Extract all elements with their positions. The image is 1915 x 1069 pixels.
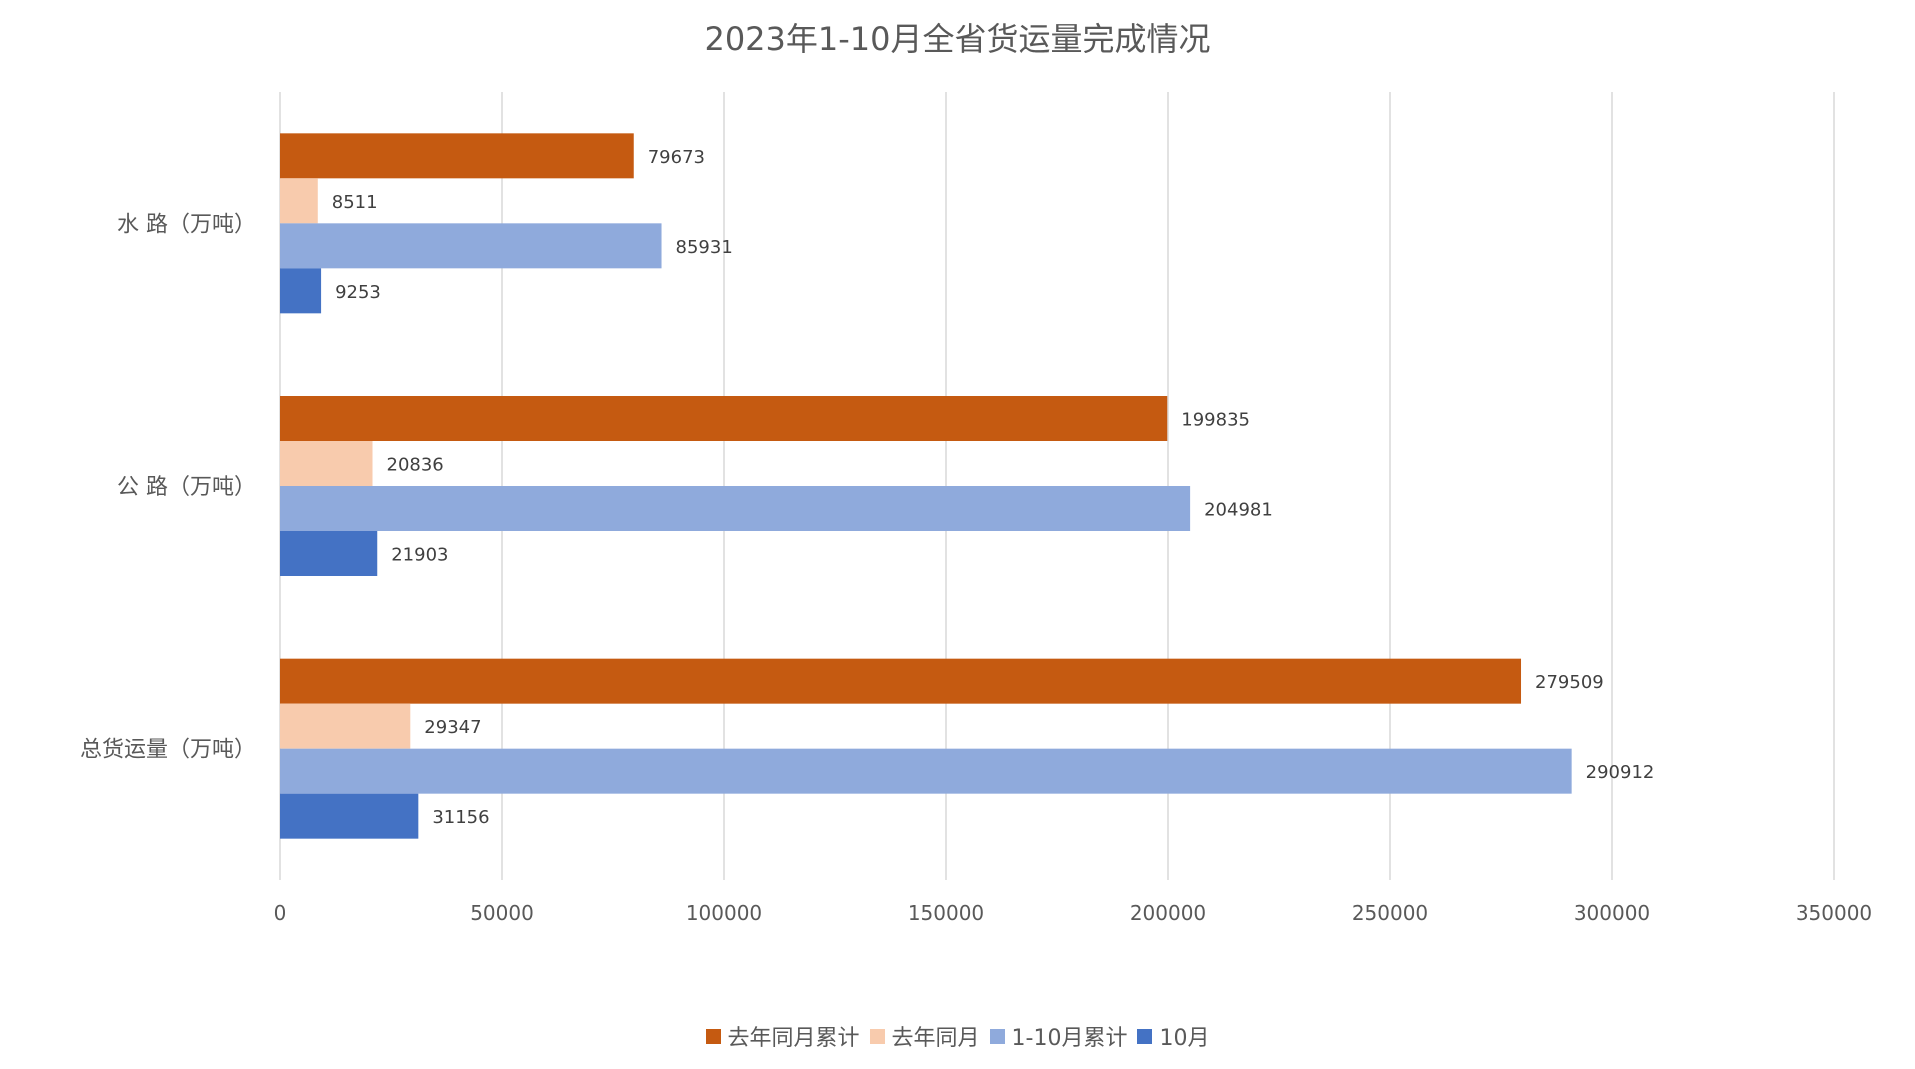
- legend-item: 1-10月累计: [989, 1020, 1128, 1052]
- data-label: 21903: [391, 545, 448, 566]
- x-tick-label: 300000: [1574, 901, 1650, 925]
- data-label: 8511: [332, 192, 378, 213]
- category-label: 水 路（万吨）: [117, 212, 256, 237]
- bars: [280, 133, 1572, 839]
- bar: [280, 486, 1191, 531]
- bar: [280, 531, 378, 576]
- chart-title: 2023年1-10月全省货运量完成情况: [704, 20, 1211, 58]
- data-label: 20836: [387, 455, 444, 476]
- data-label: 31156: [432, 807, 489, 828]
- data-label: 204981: [1204, 500, 1273, 521]
- x-tick-label: 150000: [908, 901, 984, 925]
- category-label: 公 路（万吨）: [117, 475, 256, 500]
- bar: [280, 223, 662, 269]
- bar: [280, 396, 1168, 441]
- legend-item: 去年同月累计: [705, 1020, 860, 1052]
- data-label: 85931: [676, 237, 733, 258]
- bar: [280, 748, 1572, 794]
- legend-swatch: [869, 1028, 885, 1044]
- legend-swatch: [705, 1028, 721, 1044]
- legend-item: 10月: [1137, 1020, 1209, 1052]
- data-label: 290912: [1586, 762, 1655, 783]
- x-tick-label: 200000: [1130, 901, 1206, 925]
- legend-swatch: [989, 1028, 1005, 1044]
- x-tick-label: 50000: [470, 901, 534, 925]
- x-tick-label: 250000: [1352, 901, 1428, 925]
- bar: [280, 133, 634, 179]
- bar: [280, 703, 411, 749]
- legend-swatch: [1137, 1028, 1153, 1044]
- bar: [280, 441, 373, 486]
- category-labels: 水 路（万吨） 公 路（万吨） 总货运量（万吨）: [80, 212, 256, 762]
- data-label: 279509: [1535, 672, 1604, 693]
- data-label: 199835: [1181, 410, 1250, 431]
- legend-label: 10月: [1159, 1026, 1210, 1051]
- bar: [280, 178, 318, 224]
- x-tick-label: 0: [274, 901, 287, 925]
- legend-label: 1-10月累计: [1011, 1026, 1128, 1051]
- x-tick-label: 350000: [1796, 901, 1872, 925]
- data-labels: 79673 8511 85931 9253 199835 20836 204981 21903…: [332, 147, 1655, 828]
- x-tick-label: 100000: [686, 901, 762, 925]
- legend-label: 去年同月累计: [727, 1026, 860, 1051]
- legend-label: 去年同月: [891, 1026, 980, 1051]
- category-label: 总货运量（万吨）: [80, 738, 256, 763]
- legend: 去年同月累计 去年同月 1-10月累计 10月: [0, 1020, 1915, 1052]
- bar: [280, 658, 1522, 704]
- bar: [280, 268, 322, 314]
- x-axis-ticks: 0 50000 100000 150000 200000 250000 300000 3500…: [274, 901, 1873, 925]
- bar: [280, 793, 419, 839]
- data-label: 9253: [335, 282, 381, 303]
- data-label: 29347: [424, 717, 481, 738]
- legend-item: 去年同月: [869, 1020, 980, 1052]
- data-label: 79673: [648, 147, 705, 168]
